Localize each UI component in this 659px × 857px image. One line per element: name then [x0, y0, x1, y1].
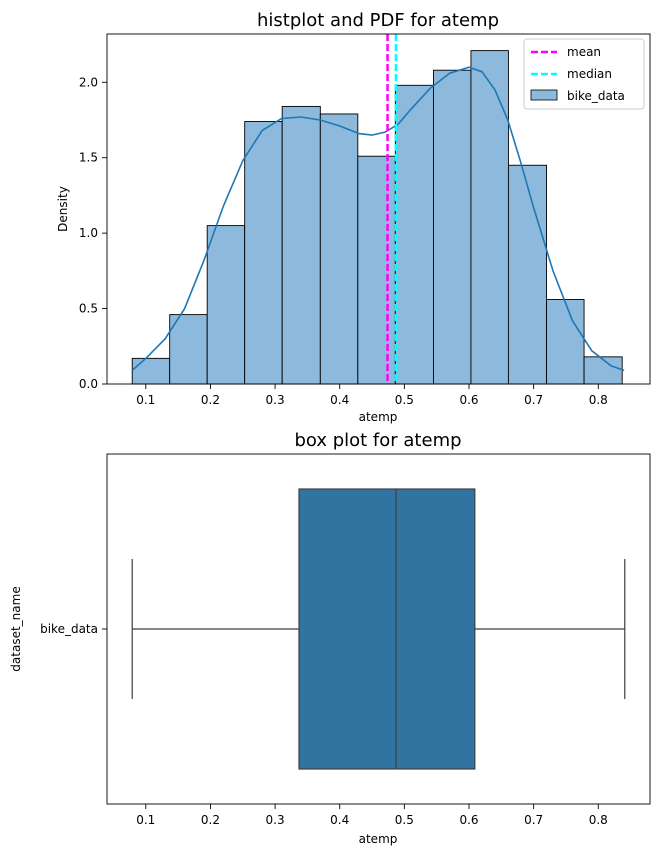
- hist-x-ticks: 0.1 0.2 0.3 0.4 0.5 0.6 0.7 0.8: [136, 384, 608, 407]
- boxplot-panel: box plot for atemp 0.1 0.2 0.3 0.4 0.5 0.6 0.7…: [9, 430, 651, 846]
- hist-bar-9: [470, 50, 509, 385]
- hist-bar-7: [394, 84, 434, 385]
- legend: mean median bike_data: [523, 38, 645, 110]
- hist-x-tick-label: 0.1: [136, 393, 155, 407]
- hist-title: histplot and PDF for atemp: [257, 10, 499, 31]
- box-x-tick-label: 0.8: [589, 813, 608, 827]
- hist-bar-1: [169, 314, 208, 385]
- hist-bar-11: [546, 299, 585, 385]
- hist-y-tick-label: 0.5: [79, 302, 98, 316]
- box-x-tick-label: 0.1: [136, 813, 155, 827]
- hist-y-tick-label: 0.0: [79, 377, 98, 391]
- hist-x-tick-label: 0.3: [266, 393, 285, 407]
- box-x-tick-label: 0.3: [266, 813, 285, 827]
- box-x-tick-label: 0.2: [201, 813, 220, 827]
- hist-bar-10: [507, 164, 548, 385]
- hist-y-tick-label: 1.0: [79, 226, 98, 240]
- hist-bar-8: [432, 69, 472, 385]
- hist-bar-12: [583, 356, 623, 385]
- box-x-tick-label: 0.4: [330, 813, 349, 827]
- box-x-ticks: 0.1 0.2 0.3 0.4 0.5 0.6 0.7 0.8: [136, 804, 608, 827]
- hist-x-tick-label: 0.6: [459, 393, 478, 407]
- box-x-tick-label: 0.6: [459, 813, 478, 827]
- hist-bar-0: [131, 357, 171, 385]
- hist-bar-5: [319, 113, 359, 385]
- hist-x-tick-label: 0.5: [395, 393, 414, 407]
- hist-x-tick-label: 0.4: [330, 393, 349, 407]
- hist-bar-6: [357, 155, 396, 385]
- box-y-tick-label: bike_data: [40, 622, 98, 636]
- box-x-label: atemp: [359, 832, 398, 846]
- hist-axes-frame: [106, 33, 651, 385]
- box-iqr: [298, 488, 476, 770]
- box-title: box plot for atemp: [294, 430, 461, 451]
- box-x-tick-label: 0.5: [395, 813, 414, 827]
- hist-y-ticks: 0.0 0.5 1.0 1.5 2.0: [79, 75, 107, 391]
- legend-mean-label: mean: [567, 45, 601, 59]
- hist-bar-4: [281, 105, 321, 385]
- hist-x-tick-label: 0.8: [589, 393, 608, 407]
- hist-x-tick-label: 0.2: [201, 393, 220, 407]
- histogram-panel: histplot and PDF for atemp 0.1 0.2 0.3 0.4 0…: [56, 10, 651, 424]
- hist-y-tick-label: 2.0: [79, 75, 98, 89]
- legend-median-label: median: [567, 67, 612, 81]
- hist-bar-3: [244, 121, 283, 385]
- hist-bars: [131, 50, 623, 385]
- hist-bar-2: [206, 225, 246, 385]
- legend-bars-label: bike_data: [567, 89, 625, 103]
- hist-y-label: Density: [56, 186, 70, 232]
- hist-x-tick-label: 0.7: [524, 393, 543, 407]
- box-x-tick-label: 0.7: [524, 813, 543, 827]
- hist-y-tick-label: 1.5: [79, 151, 98, 165]
- kde-line: [131, 66, 625, 372]
- legend-bars-swatch: [530, 89, 558, 101]
- box-y-label: dataset_name: [9, 586, 23, 671]
- hist-x-label: atemp: [359, 410, 398, 424]
